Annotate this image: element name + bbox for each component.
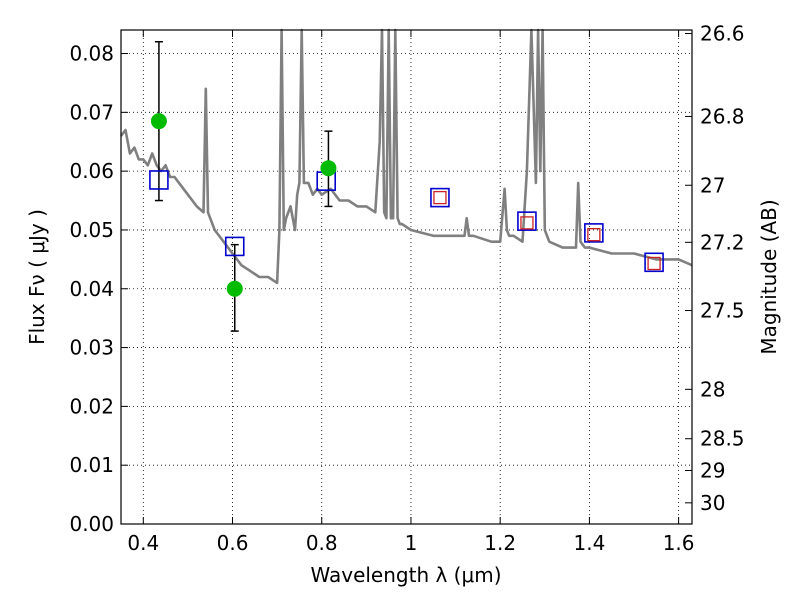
model-point-blue xyxy=(644,252,664,273)
measured-point xyxy=(150,113,167,130)
y2-tick-label: 28 xyxy=(700,377,725,401)
x-tick-label: 1.2 xyxy=(484,531,516,555)
model-point-red xyxy=(433,190,447,205)
y-axis-title: Flux Fν ( μJy ) xyxy=(25,209,49,345)
y2-tick-label: 26.6 xyxy=(700,22,745,46)
x-tick-label: 0.4 xyxy=(127,531,159,555)
y2-tick-label: 27.2 xyxy=(700,230,745,254)
x-tick-label: 1.6 xyxy=(663,531,695,555)
y-tick-label: 0.01 xyxy=(69,453,114,477)
y2-tick-label: 28.5 xyxy=(700,427,745,451)
model-point-red xyxy=(520,216,534,230)
model-point-blue xyxy=(149,170,169,190)
model-point-blue xyxy=(224,236,245,257)
measured-point xyxy=(320,160,337,177)
y2-tick-label: 30 xyxy=(700,491,725,515)
model-point-blue xyxy=(430,187,450,208)
y-tick-label: 0.03 xyxy=(69,336,114,360)
y-tick-label: 0.08 xyxy=(69,42,114,66)
plot-frame xyxy=(120,29,693,525)
x-axis-title: Wavelength λ (μm) xyxy=(310,563,501,587)
x-tick-label: 0.8 xyxy=(306,531,338,555)
x-tick-label: 1 xyxy=(405,531,418,555)
x-tick-label: 1.4 xyxy=(573,531,605,555)
model-point-blue xyxy=(584,223,604,243)
y2-tick-label: 26.8 xyxy=(700,104,745,128)
model-point-red xyxy=(647,256,661,271)
y-tick-label: 0.05 xyxy=(69,218,114,242)
markers xyxy=(149,113,664,297)
y-tick-label: 0.07 xyxy=(69,100,114,124)
model-point-blue xyxy=(517,211,537,231)
y-tick-label: 0.04 xyxy=(69,277,114,301)
spectrum-line xyxy=(119,28,693,285)
tick-labels: 0.4 0.6 0.8 1 1.2 1.4 1.6 0.00 0.01 0.02 0.03 0.04 0… xyxy=(69,22,744,555)
y2-tick-label: 29 xyxy=(700,458,725,482)
y2-tick-label: 27 xyxy=(700,173,725,197)
y-tick-label: 0.06 xyxy=(69,159,114,183)
y2-axis-title: Magnitude (AB) xyxy=(757,199,781,354)
measured-point xyxy=(226,280,243,297)
y2-tick-label: 27.5 xyxy=(700,299,745,323)
y-tick-label: 0.02 xyxy=(69,394,114,418)
y-tick-label: 0.00 xyxy=(69,512,114,536)
spectrum-series xyxy=(119,28,693,285)
model-point-red xyxy=(587,228,601,242)
x-tick-label: 0.6 xyxy=(217,531,249,555)
ticks xyxy=(121,30,692,525)
